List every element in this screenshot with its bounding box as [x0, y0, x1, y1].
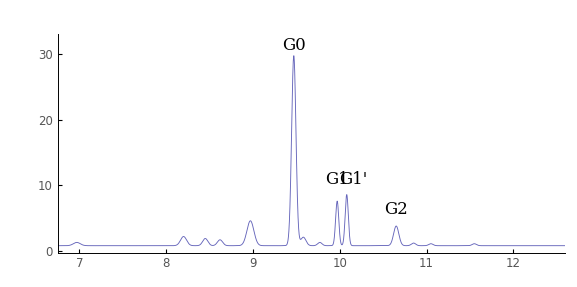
Text: G1: G1	[325, 171, 349, 188]
Text: G1': G1'	[339, 171, 368, 188]
Text: G2: G2	[384, 201, 408, 218]
Text: G0: G0	[282, 37, 306, 54]
